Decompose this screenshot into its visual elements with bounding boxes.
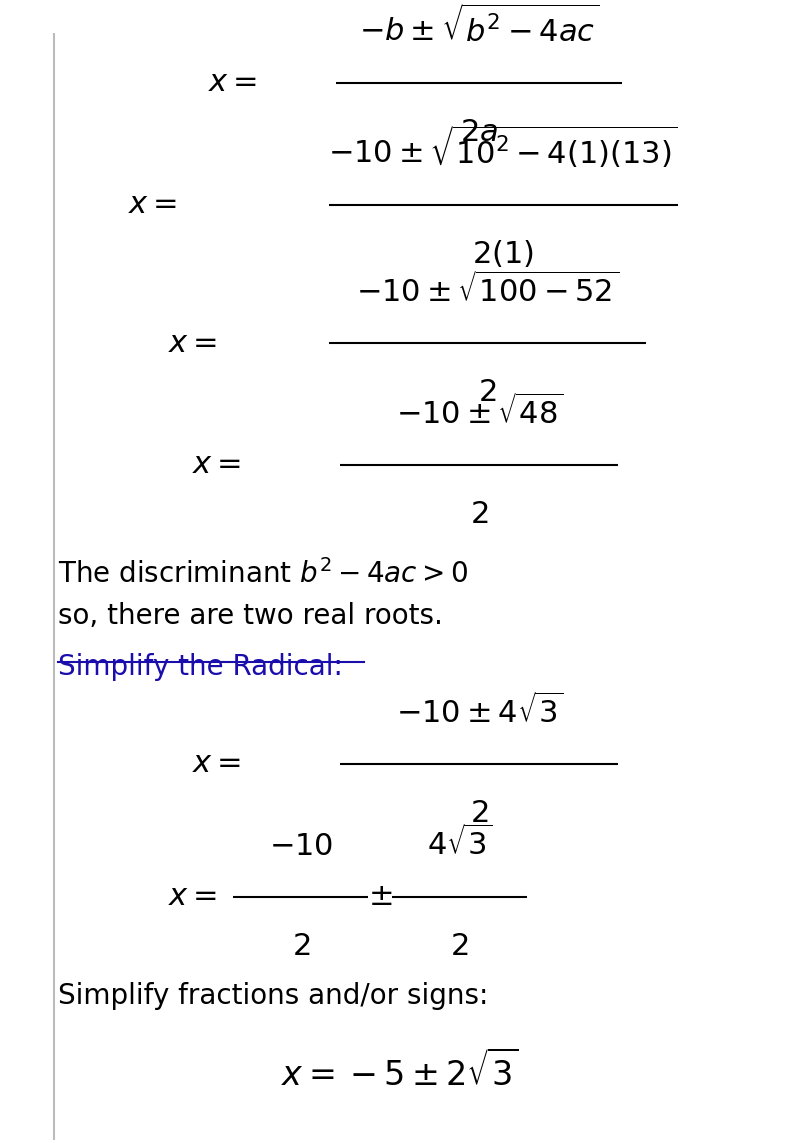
Text: $-10 \pm 4\sqrt{3}$: $-10 \pm 4\sqrt{3}$	[396, 694, 563, 729]
Text: Simplify the Radical:: Simplify the Radical:	[58, 653, 343, 681]
Text: $x =$: $x =$	[192, 749, 241, 780]
Text: Simplify fractions and/or signs:: Simplify fractions and/or signs:	[58, 982, 489, 1010]
Text: $-b \pm \sqrt{b^2 - 4ac}$: $-b \pm \sqrt{b^2 - 4ac}$	[359, 6, 600, 48]
Text: $2$: $2$	[478, 377, 497, 408]
Text: $2a$: $2a$	[460, 118, 498, 149]
Text: $x =$: $x =$	[168, 328, 218, 359]
Text: $x =$: $x =$	[192, 449, 241, 480]
Text: The discriminant $b^2 - 4ac > 0$
so, there are two real roots.: The discriminant $b^2 - 4ac > 0$ so, the…	[58, 559, 469, 630]
Text: $x =$: $x =$	[208, 67, 257, 98]
Text: $-10$: $-10$	[269, 831, 333, 862]
Text: $2$: $2$	[470, 499, 489, 530]
Text: $-10 \pm \sqrt{100 - 52}$: $-10 \pm \sqrt{100 - 52}$	[356, 273, 619, 309]
Text: $2$: $2$	[291, 930, 310, 962]
Text: $x =$: $x =$	[128, 189, 178, 221]
Text: $2$: $2$	[450, 930, 469, 962]
Text: $x = -5 \pm 2\sqrt{3}$: $x = -5 \pm 2\sqrt{3}$	[281, 1050, 519, 1093]
Text: $-10 \pm \sqrt{48}$: $-10 \pm \sqrt{48}$	[396, 394, 563, 431]
Text: $4\sqrt{3}$: $4\sqrt{3}$	[426, 826, 493, 862]
Text: $-10 \pm \sqrt{10^2 - 4(1)(13)}$: $-10 \pm \sqrt{10^2 - 4(1)(13)}$	[328, 123, 678, 170]
Text: $x =$: $x =$	[168, 881, 218, 912]
Text: $2(1)$: $2(1)$	[472, 239, 534, 270]
Text: $\pm$: $\pm$	[368, 881, 392, 912]
Text: $2$: $2$	[470, 798, 489, 829]
